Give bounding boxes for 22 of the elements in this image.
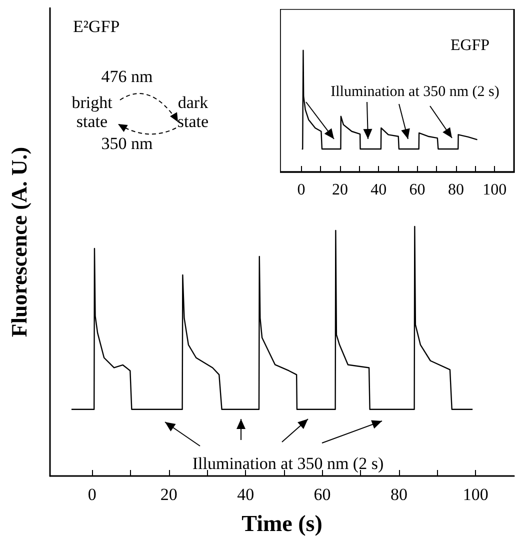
text: dark state bbox=[177, 93, 209, 131]
x-tick-label: 40 bbox=[370, 182, 387, 198]
annotation: EGFP bbox=[450, 37, 490, 54]
x-tick-label: 0 bbox=[297, 182, 306, 198]
text: E²GFP bbox=[73, 17, 120, 36]
x-axis-title: Time (s) bbox=[242, 511, 322, 536]
x-tick-label: 60 bbox=[409, 182, 426, 198]
x-tick-label: 0 bbox=[88, 485, 96, 504]
x-tick-label: 100 bbox=[462, 485, 488, 504]
x-tick-label: 100 bbox=[482, 182, 507, 198]
annotation: Illumination at 350 nm (2 s) bbox=[330, 84, 500, 100]
annotation: Illumination at 350 nm (2 s) bbox=[192, 454, 384, 473]
y-axis-title: Fluorescence (A. U.) bbox=[6, 146, 32, 338]
x-tick-label: 60 bbox=[314, 485, 331, 504]
text: 350 nm bbox=[101, 134, 153, 153]
text: 476 nm bbox=[101, 67, 153, 86]
x-tick-label: 20 bbox=[160, 485, 178, 504]
x-tick-label: 40 bbox=[237, 485, 254, 504]
x-tick-label: 80 bbox=[448, 182, 464, 198]
x-tick-label: 80 bbox=[390, 485, 408, 504]
text: bright state bbox=[72, 93, 113, 131]
x-tick-label: 20 bbox=[332, 182, 348, 198]
